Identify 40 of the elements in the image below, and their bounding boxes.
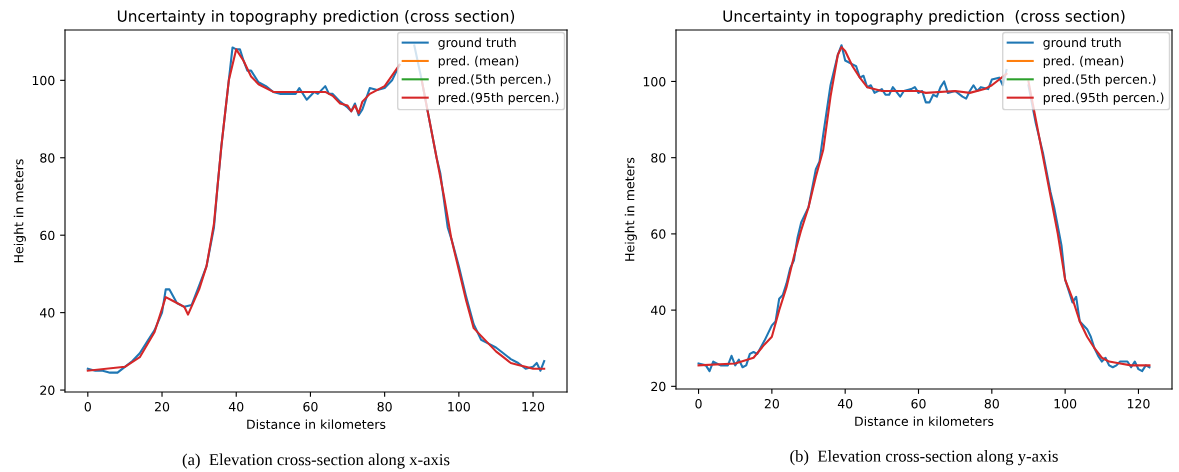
- y-tick-label: 100: [643, 76, 666, 87]
- x-axis-title: Distance in kilometers: [855, 416, 994, 427]
- legend-label: pred.(5th percen.): [1043, 74, 1156, 87]
- y-tick-label: 80: [651, 153, 666, 163]
- x-tick-label: 0: [695, 398, 702, 409]
- y-tick-label: 40: [39, 308, 55, 318]
- legend-label: ground truth: [1043, 37, 1121, 50]
- x-tick-label: 100: [1054, 398, 1077, 409]
- x-tick-label: 60: [303, 401, 318, 412]
- x-axis-title: Distance in kilometers: [247, 419, 386, 430]
- y-tick-label: 80: [40, 153, 55, 163]
- x-tick-label: 100: [448, 401, 470, 412]
- legend-label: pred. (mean): [1043, 55, 1124, 68]
- x-tick-label: 40: [228, 401, 244, 412]
- x-tick-label: 120: [1127, 398, 1150, 409]
- y-tick-label: 60: [651, 229, 666, 239]
- chart-title: Uncertainty in topography prediction (cross section): [723, 10, 1125, 25]
- text: (b) Elevation cross-section along y-axis: [790, 450, 1058, 466]
- legend-label: ground truth: [438, 37, 516, 50]
- legend-label: pred.(95th percen.): [438, 92, 559, 105]
- x-tick-label: 40: [837, 398, 853, 409]
- x-tick-label: 60: [911, 398, 926, 409]
- text: (a) Elevation cross-section along x-axis: [182, 453, 450, 469]
- x-tick-label: 80: [377, 401, 392, 412]
- x-tick-label: 20: [154, 401, 170, 412]
- y-tick-label: 20: [40, 385, 55, 395]
- legend-label: pred.(5th percen.): [438, 74, 551, 87]
- y-tick-label: 40: [650, 305, 666, 316]
- y-axis-title: Height in meters: [13, 159, 26, 263]
- x-tick-label: 80: [984, 398, 999, 409]
- x-tick-label: 120: [522, 401, 545, 412]
- x-tick-label: 20: [764, 398, 779, 409]
- legend-label: pred. (mean): [438, 55, 519, 68]
- y-tick-label: 100: [32, 75, 55, 86]
- y-tick-label: 60: [40, 230, 55, 241]
- y-tick-label: 20: [651, 381, 666, 392]
- chart-title: Uncertainty in topography prediction (cross section): [117, 10, 515, 25]
- legend-label: pred.(95th percen.): [1043, 92, 1164, 105]
- y-axis-title: Height in meters: [624, 157, 637, 261]
- x-tick-label: 0: [84, 401, 91, 412]
